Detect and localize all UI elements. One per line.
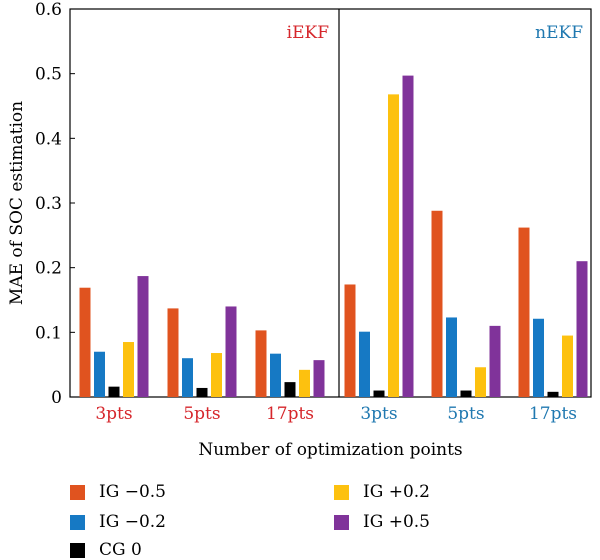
legend-swatch-ig-m02 xyxy=(70,514,85,530)
bar xyxy=(431,210,443,397)
y-tick-label: 0 xyxy=(51,388,62,408)
x-axis-label: Number of optimization points xyxy=(198,440,462,460)
bar xyxy=(270,353,281,397)
bar xyxy=(388,94,399,398)
legend-label-ig-p05: IG +0.5 xyxy=(363,512,430,532)
y-tick-label: 0.6 xyxy=(35,0,62,20)
bar xyxy=(108,386,120,397)
legend-item-ig-p02: IG +0.2 xyxy=(334,482,430,502)
y-tick-label: 0.5 xyxy=(35,65,62,85)
y-tick-label: 0.2 xyxy=(35,259,62,279)
bar xyxy=(446,317,457,397)
legend-label-ig-m02: IG −0.2 xyxy=(99,512,166,532)
legend-swatch-cg-0 xyxy=(70,542,85,558)
x-tick-label: 5pts xyxy=(447,404,484,424)
legend-swatch-ig-m05 xyxy=(70,484,85,500)
bar xyxy=(344,284,356,397)
y-axis-label: MAE of SOC estimation xyxy=(7,101,27,305)
x-tick-label: 3pts xyxy=(95,404,132,424)
bar xyxy=(94,351,105,397)
bar xyxy=(137,276,149,397)
panel-title-iekf: iEKF xyxy=(287,23,330,43)
legend-label-ig-p02: IG +0.2 xyxy=(363,482,430,502)
bar xyxy=(402,75,414,398)
bar xyxy=(518,227,530,397)
x-tick-label: 17pts xyxy=(266,404,314,424)
legend-swatch-ig-p05 xyxy=(334,514,349,530)
bar xyxy=(299,369,310,397)
bar xyxy=(182,358,193,397)
x-tick-label: 17pts xyxy=(529,404,577,424)
bar xyxy=(255,330,267,397)
y-tick-label: 0.4 xyxy=(35,129,62,149)
legend-item-ig-p05: IG +0.5 xyxy=(334,512,430,532)
bar xyxy=(373,390,385,397)
bar xyxy=(225,306,237,397)
bar xyxy=(547,391,559,397)
bar-chart: 0 0.1 0.2 0.3 0.4 0.5 0.6 MAE of SOC estimation… xyxy=(7,0,592,460)
bar xyxy=(475,367,486,397)
legend-label-ig-m05: IG −0.5 xyxy=(99,482,166,502)
bar xyxy=(489,325,501,397)
axes xyxy=(69,8,592,398)
bar xyxy=(284,382,296,397)
bar xyxy=(576,261,588,397)
bar xyxy=(562,335,573,397)
labels: 0 0.1 0.2 0.3 0.4 0.5 0.6 MAE of SOC estimation… xyxy=(7,0,583,460)
legend-item-cg-0: CG 0 xyxy=(70,540,142,560)
x-tick-label: 5pts xyxy=(183,404,220,424)
bar xyxy=(167,308,179,397)
bar xyxy=(533,318,544,397)
bar xyxy=(196,387,208,397)
bar xyxy=(313,360,325,397)
bar xyxy=(460,390,472,397)
panel-title-nekf: nEKF xyxy=(535,23,583,43)
legend-swatch-ig-p02 xyxy=(334,484,349,500)
legend-item-ig-m02: IG −0.2 xyxy=(70,512,166,532)
x-tick-label: 3pts xyxy=(360,404,397,424)
bars xyxy=(79,75,588,398)
bar xyxy=(79,287,91,397)
bar xyxy=(123,342,134,397)
legend-item-ig-m05: IG −0.5 xyxy=(70,482,166,502)
y-tick-label: 0.3 xyxy=(35,194,62,214)
bar xyxy=(359,331,370,397)
y-tick-label: 0.1 xyxy=(35,323,62,343)
bar xyxy=(211,353,222,397)
legend-label-cg-0: CG 0 xyxy=(99,540,142,560)
